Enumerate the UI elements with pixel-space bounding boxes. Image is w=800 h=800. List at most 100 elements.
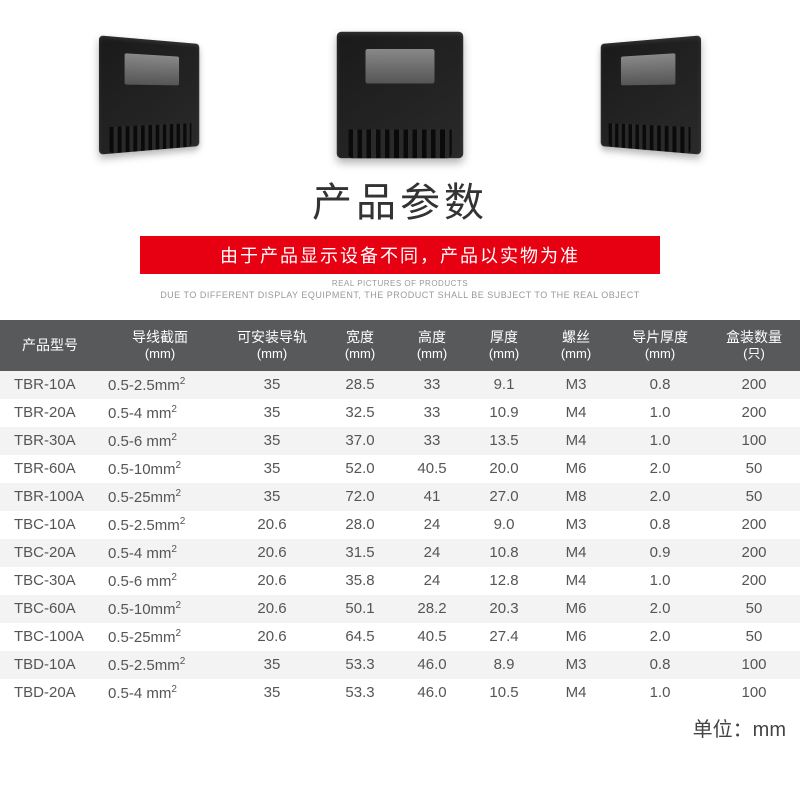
table-cell: TBC-100A	[0, 623, 100, 651]
table-cell: M4	[540, 679, 612, 707]
col-header: 盒装数量(只)	[708, 320, 800, 371]
table-cell: M8	[540, 483, 612, 511]
table-cell: 1.0	[612, 679, 708, 707]
table-cell: TBC-30A	[0, 567, 100, 595]
table-cell: TBR-10A	[0, 371, 100, 399]
subtitle-english: REAL PICTURES OF PRODUCTS DUE TO DIFFERE…	[0, 278, 800, 302]
table-cell: 10.8	[468, 539, 540, 567]
col-label: 宽度	[346, 329, 374, 345]
col-label: 导线截面	[132, 329, 188, 345]
col-label: 高度	[418, 329, 446, 345]
table-cell: M3	[540, 371, 612, 399]
table-row: TBR-10A0.5-2.5mm23528.5339.1M30.8200	[0, 371, 800, 399]
table-cell: 33	[396, 371, 468, 399]
table-cell: 35	[220, 399, 324, 427]
col-unit: (mm)	[400, 346, 464, 363]
table-cell: 1.0	[612, 399, 708, 427]
table-cell: 35	[220, 427, 324, 455]
table-cell: M3	[540, 651, 612, 679]
table-cell: 0.9	[612, 539, 708, 567]
table-cell: 37.0	[324, 427, 396, 455]
table-row: TBC-60A0.5-10mm220.650.128.220.3M62.050	[0, 595, 800, 623]
table-cell: 200	[708, 567, 800, 595]
col-label: 螺丝	[562, 329, 590, 345]
table-cell: 0.5-10mm2	[100, 595, 220, 623]
table-row: TBC-30A0.5-6 mm220.635.82412.8M41.0200	[0, 567, 800, 595]
table-cell: 0.5-2.5mm2	[100, 371, 220, 399]
table-cell: 72.0	[324, 483, 396, 511]
table-cell: M6	[540, 455, 612, 483]
table-row: TBR-60A0.5-10mm23552.040.520.0M62.050	[0, 455, 800, 483]
table-row: TBD-10A0.5-2.5mm23553.346.08.9M30.8100	[0, 651, 800, 679]
table-cell: 20.6	[220, 511, 324, 539]
table-cell: 13.5	[468, 427, 540, 455]
table-cell: 33	[396, 399, 468, 427]
table-cell: 35	[220, 651, 324, 679]
product-image-left	[73, 25, 233, 165]
subtitle-line2: DUE TO DIFFERENT DISPLAY EQUIPMENT, THE …	[0, 289, 800, 302]
table-cell: 9.1	[468, 371, 540, 399]
table-cell: 0.5-4 mm2	[100, 539, 220, 567]
table-cell: 28.2	[396, 595, 468, 623]
col-unit: (只)	[712, 346, 796, 363]
table-cell: TBR-20A	[0, 399, 100, 427]
table-cell: 1.0	[612, 567, 708, 595]
table-cell: M3	[540, 511, 612, 539]
table-row: TBR-30A0.5-6 mm23537.03313.5M41.0100	[0, 427, 800, 455]
table-cell: M4	[540, 567, 612, 595]
table-cell: 52.0	[324, 455, 396, 483]
col-header: 产品型号	[0, 320, 100, 371]
table-cell: 28.0	[324, 511, 396, 539]
table-cell: 20.6	[220, 623, 324, 651]
table-cell: TBD-10A	[0, 651, 100, 679]
table-cell: M4	[540, 399, 612, 427]
table-cell: 50	[708, 455, 800, 483]
table-cell: 27.4	[468, 623, 540, 651]
table-cell: 32.5	[324, 399, 396, 427]
table-cell: 10.5	[468, 679, 540, 707]
table-cell: 40.5	[396, 455, 468, 483]
table-cell: TBC-10A	[0, 511, 100, 539]
table-cell: 9.0	[468, 511, 540, 539]
col-header: 厚度(mm)	[468, 320, 540, 371]
subtitle-line1: REAL PICTURES OF PRODUCTS	[0, 278, 800, 289]
table-row: TBC-20A0.5-4 mm220.631.52410.8M40.9200	[0, 539, 800, 567]
table-cell: 46.0	[396, 679, 468, 707]
table-cell: 0.5-4 mm2	[100, 399, 220, 427]
col-label: 厚度	[490, 329, 518, 345]
table-cell: 0.5-6 mm2	[100, 567, 220, 595]
notice-banner: 由于产品显示设备不同，产品以实物为准	[140, 236, 660, 274]
product-image-center	[320, 25, 480, 165]
col-label: 导片厚度	[632, 329, 688, 345]
table-cell: 0.5-4 mm2	[100, 679, 220, 707]
table-cell: 50	[708, 623, 800, 651]
col-header: 宽度(mm)	[324, 320, 396, 371]
table-cell: 100	[708, 427, 800, 455]
table-cell: TBD-20A	[0, 679, 100, 707]
table-cell: 200	[708, 399, 800, 427]
table-row: TBR-100A0.5-25mm23572.04127.0M82.050	[0, 483, 800, 511]
col-unit: (mm)	[472, 346, 536, 363]
col-unit: (mm)	[224, 346, 320, 363]
table-cell: TBR-30A	[0, 427, 100, 455]
col-header: 导片厚度(mm)	[612, 320, 708, 371]
page-title: 产品参数	[0, 170, 800, 228]
col-unit: (mm)	[616, 346, 704, 363]
table-cell: 33	[396, 427, 468, 455]
table-cell: 24	[396, 539, 468, 567]
table-cell: 0.5-25mm2	[100, 623, 220, 651]
table-cell: 20.0	[468, 455, 540, 483]
table-cell: 12.8	[468, 567, 540, 595]
table-cell: 0.5-10mm2	[100, 455, 220, 483]
table-cell: 31.5	[324, 539, 396, 567]
table-cell: TBR-60A	[0, 455, 100, 483]
table-cell: 0.5-2.5mm2	[100, 651, 220, 679]
table-cell: 35	[220, 371, 324, 399]
table-cell: 100	[708, 651, 800, 679]
table-cell: 100	[708, 679, 800, 707]
table-cell: M4	[540, 427, 612, 455]
title-section: 产品参数	[0, 170, 800, 228]
table-cell: 8.9	[468, 651, 540, 679]
table-row: TBD-20A0.5-4 mm23553.346.010.5M41.0100	[0, 679, 800, 707]
table-cell: 35	[220, 455, 324, 483]
